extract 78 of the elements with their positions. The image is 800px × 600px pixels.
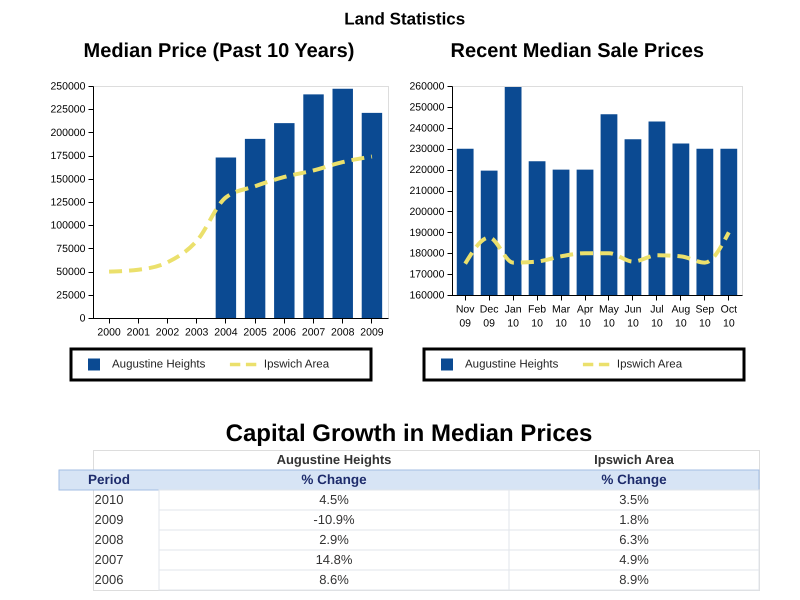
y-tick-label: 260000 [409,80,445,92]
bar [303,94,324,318]
chart-title: Recent Median Sale Prices [450,40,704,62]
y-tick-label: 50000 [56,266,86,278]
y-tick-label: 125000 [50,196,86,208]
bar [244,138,266,318]
chart-title: Median Price (Past 10 Years) [84,40,354,62]
y-tick-label: 75000 [56,242,86,255]
x-tick-label: 2006 [272,326,296,338]
y-tick-label: 230000 [409,143,445,156]
x-tick-label: 2000 [97,326,121,338]
x-tick-label: Jul 10 [650,304,664,330]
x-tick-label: May 10 [599,304,620,330]
y-tick-label: 200000 [409,206,445,218]
y-tick-label: 250000 [50,80,86,92]
y-tick-label: 150000 [50,173,86,186]
legend-label: Ipswich Area [264,358,330,370]
y-tick-label: 240000 [409,122,445,134]
data-label: -10.9% [313,512,356,527]
y-tick-label: 100000 [50,220,86,232]
y-tick-label: 190000 [409,226,445,239]
x-tick-label: 2005 [243,326,267,338]
line-series [107,154,374,274]
data-label: 6.3% [619,532,650,547]
x-tick-label: Jan 10 [504,304,522,330]
x-tick-label: 2003 [185,326,209,338]
x-tick-label: Dec 09 [480,304,498,330]
y-tick-label: 170000 [409,268,445,281]
x-tick-label: Nov 09 [456,304,476,330]
data-label: 8.6% [319,572,350,587]
x-tick-label: Aug 10 [672,304,690,330]
y-tick-label: 220000 [409,164,445,176]
x-tick-label: 2008 [331,326,355,338]
bar [216,157,236,318]
text: % Change [601,472,668,487]
y-tick-label: 160000 [409,290,445,302]
bar [274,123,295,318]
y-tick-label: 250000 [409,101,445,114]
chart-title: Capital Growth in Median Prices [226,420,592,447]
y-tick-label: 2007 [94,552,124,567]
data-label: 4.9% [619,552,650,567]
data-label: 3.5% [619,492,650,507]
legend-label: Ipswich Area [616,358,683,370]
data-label: 1.8% [619,512,650,527]
legend-label: Augustine Heights [112,358,206,370]
x-tick-label: 2002 [156,326,180,338]
y-tick-label: 2010 [94,492,124,507]
y-tick-label: 2008 [94,532,124,547]
data-label: 2.9% [319,532,350,547]
x-tick-label: Mar 10 [552,304,571,330]
data-label: 4.5% [319,492,350,507]
y-tick-label: 25000 [56,289,86,302]
x-tick-label: Sep 10 [696,304,714,330]
data-label: 8.9% [619,572,650,587]
legend-label: Augustine Heights [465,358,559,370]
x-tick-label: 2009 [360,326,384,338]
y-tick-label: 2006 [94,572,124,587]
y-tick-label: 200000 [50,126,86,139]
y-tick-label: 175000 [50,150,86,162]
y-axis-title: Period [88,472,130,487]
y-tick-label: 225000 [50,104,86,116]
data-label: 14.8% [316,552,353,567]
x-tick-label: Apr 10 [576,304,594,330]
y-tick-label: 0 [80,312,86,324]
text: % Change [301,472,368,487]
line-series [463,230,731,266]
y-tick-label: 210000 [409,185,445,197]
x-tick-label: 2004 [214,326,238,338]
x-tick-label: Jun 10 [624,304,642,330]
bar [362,112,382,318]
text: Land Statistics [344,10,466,28]
bar [332,88,353,318]
y-tick-label: 180000 [409,248,445,260]
x-tick-label: 2007 [302,326,326,338]
y-tick-label: 2009 [94,512,124,527]
x-tick-label: Feb 10 [528,304,546,330]
x-tick-label: Oct 10 [720,304,738,330]
x-tick-label: 2001 [126,326,150,338]
